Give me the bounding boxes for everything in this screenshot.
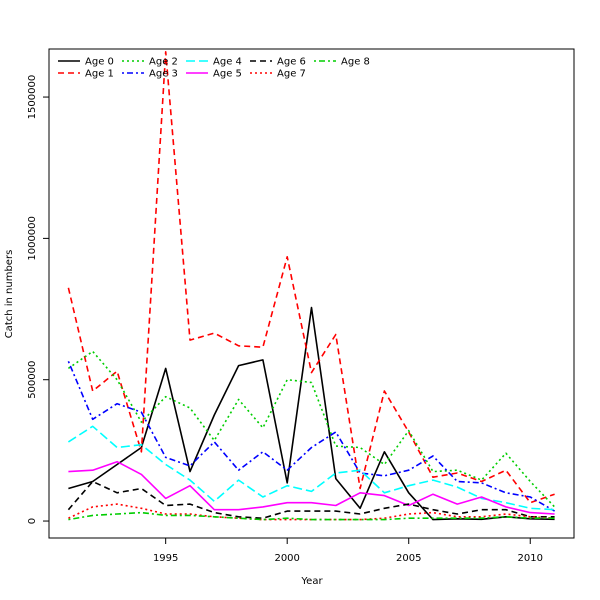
- y-tick-label: 0: [27, 518, 38, 524]
- series-line-age-3: [67, 360, 556, 512]
- x-tick-label: 2000: [274, 553, 299, 564]
- series-line-age-6: [67, 480, 555, 520]
- series-line-age-0: [68, 306, 555, 521]
- y-axis-label: Catch in numbers: [4, 250, 15, 339]
- legend-label: Age 5: [213, 69, 242, 80]
- legend-label: Age 0: [85, 57, 114, 68]
- series-line-age-4: [67, 425, 555, 511]
- legend-label: Age 6: [277, 57, 306, 68]
- series-line-age-5: [68, 460, 555, 515]
- series-line-age-1: [67, 50, 555, 504]
- legend-label: Age 4: [213, 57, 242, 68]
- y-tick-label: 500000: [27, 361, 38, 399]
- series-line-age-8: [68, 511, 555, 521]
- legend-label: Age 1: [85, 69, 114, 80]
- y-tick-label: 1500000: [27, 75, 38, 120]
- x-tick-label: 2010: [518, 553, 543, 564]
- x-tick-label: 1995: [153, 553, 178, 564]
- legend-label: Age 3: [149, 69, 178, 80]
- legend-label: Age 2: [149, 57, 178, 68]
- plot-frame: [48, 48, 575, 539]
- legend-label: Age 7: [277, 69, 306, 80]
- y-axis: 0 500000 1000000 1500000: [27, 75, 49, 524]
- y-tick-label: 1000000: [27, 216, 38, 261]
- x-axis: 1995 2000 2005 2010: [153, 538, 543, 564]
- series-line-age-7: [68, 503, 555, 521]
- x-axis-label: Year: [300, 576, 323, 587]
- series-line-age-2: [67, 350, 556, 508]
- series-group: [67, 50, 556, 521]
- legend-label: Age 8: [341, 57, 370, 68]
- x-tick-label: 2005: [396, 553, 421, 564]
